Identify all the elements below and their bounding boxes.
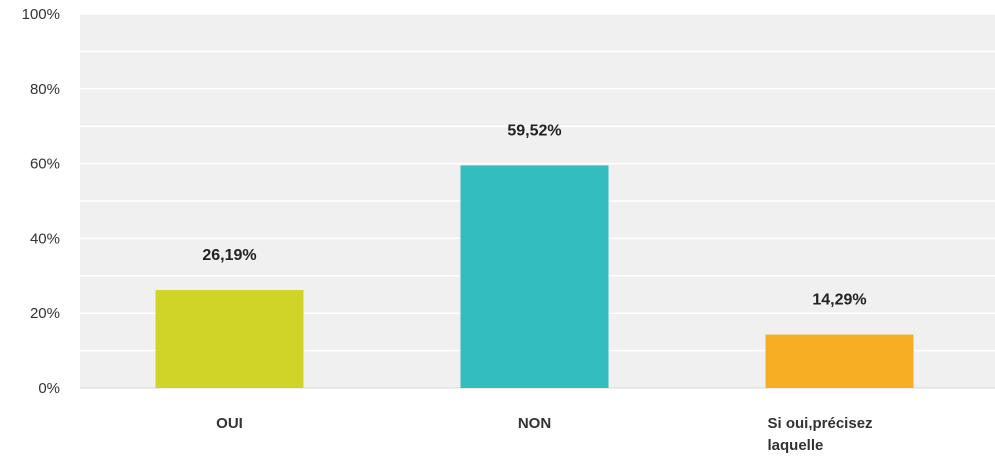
x-tick-label-line: Si oui,précisez bbox=[768, 415, 873, 432]
y-tick-label: 80% bbox=[30, 81, 60, 98]
x-tick-label-line: laquelle bbox=[768, 437, 824, 454]
y-tick-label: 100% bbox=[22, 6, 60, 23]
y-tick-label: 0% bbox=[38, 380, 60, 397]
x-tick-label: NON bbox=[518, 415, 551, 432]
data-label: 59,52% bbox=[507, 122, 561, 139]
bar bbox=[155, 290, 304, 388]
data-label: 14,29% bbox=[812, 292, 866, 309]
x-axis: OUI NON Si oui,précisez laquelle bbox=[216, 415, 872, 454]
y-axis: 0% 20% 40% 60% 80% 100% bbox=[22, 6, 60, 397]
x-tick-label: Si oui,précisez laquelle bbox=[768, 415, 873, 454]
y-tick-label: 20% bbox=[30, 305, 60, 322]
y-tick-label: 40% bbox=[30, 230, 60, 247]
x-tick-label-line: OUI bbox=[216, 415, 243, 432]
data-label: 26,19% bbox=[202, 247, 256, 264]
bar bbox=[460, 165, 609, 388]
y-tick-label: 60% bbox=[30, 156, 60, 173]
bar bbox=[765, 334, 914, 388]
x-tick-label: OUI bbox=[216, 415, 243, 432]
x-tick-label-line: NON bbox=[518, 415, 551, 432]
bars: 26,19% 59,52% 14,29% bbox=[155, 122, 914, 388]
